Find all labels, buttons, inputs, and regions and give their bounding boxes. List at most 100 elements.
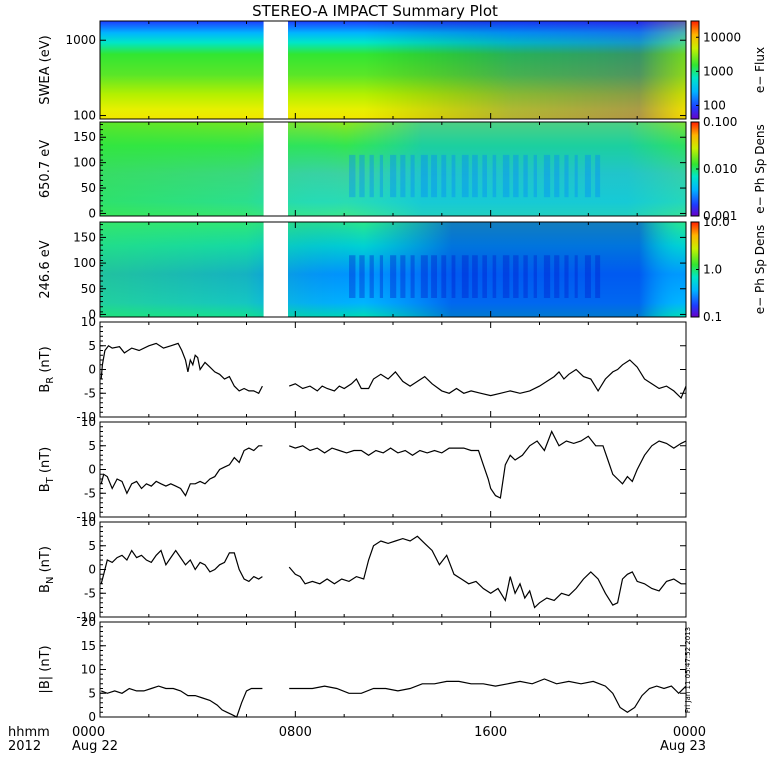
- heatmap-streak: [410, 154, 415, 198]
- colorbar-tick-label: 0.100: [703, 115, 737, 129]
- heatmap-streak: [359, 154, 365, 198]
- y-tick-label: 0: [88, 363, 96, 377]
- panel-frame: [99, 421, 687, 518]
- y-axis-label: BN (nT): [38, 546, 56, 593]
- heatmap-streak: [584, 255, 591, 298]
- trace-segment: [100, 342, 263, 395]
- plot-title: STEREO-A IMPACT Summary Plot: [252, 2, 498, 20]
- y-tick-label: 20: [81, 615, 96, 629]
- colorbar-label: e− Flux: [753, 47, 767, 93]
- y-label-subscript: R: [45, 377, 56, 384]
- panel-frame: [99, 621, 687, 718]
- y-tick-label: 100: [73, 156, 96, 170]
- colorbar-pad246: 0.1 1.0 10.0 e− Ph Sp Dens: [690, 215, 767, 324]
- y-axis-label: |B| (nT): [38, 645, 53, 693]
- heatmap-streak: [482, 255, 487, 298]
- heatmap-streak: [420, 154, 428, 198]
- heatmap-overlay: [100, 222, 686, 317]
- heatmap-streak: [431, 154, 438, 198]
- panel-bt: -10 -5 0 5 10 BT (nT): [38, 415, 687, 524]
- panel-bn: -10 -5 0 5 10 BN (nT): [38, 515, 687, 624]
- y-tick-label: -10: [76, 610, 96, 624]
- heatmap-streak: [482, 154, 487, 198]
- heatmap-streak: [390, 255, 397, 298]
- panel-br: -10 -5 0 5 10 BR (nT): [38, 315, 687, 424]
- timestamp-stamp: Fri Jan 11 05:47:52 2013: [684, 627, 692, 713]
- y-tick-label: 10: [81, 663, 96, 677]
- colorbar-tick-label: 10000: [703, 30, 741, 44]
- y-tick-label: 5: [88, 539, 96, 553]
- y-tick-label: 50: [81, 282, 96, 296]
- y-label-unit: (nT): [38, 447, 53, 477]
- trace-segment: [100, 685, 263, 718]
- data-gap: [263, 221, 289, 318]
- y-tick-label: 1000: [65, 33, 96, 47]
- heatmap-streak: [574, 154, 578, 198]
- x-corner-label-bottom: 2012: [8, 739, 41, 754]
- y-tick-label: 10: [81, 515, 96, 529]
- y-tick-label: -5: [84, 586, 96, 600]
- y-axis-label: SWEA (eV): [38, 35, 53, 104]
- heatmap-streak: [513, 255, 519, 298]
- y-label-symbol: B: [38, 384, 53, 393]
- y-tick-label: -10: [76, 510, 96, 524]
- heatmap-streak: [379, 255, 384, 298]
- y-tick-label: 0: [88, 307, 96, 321]
- heatmap-streak: [349, 154, 356, 198]
- heatmap-streak: [554, 154, 560, 198]
- heatmap-streak: [369, 255, 374, 298]
- x-tick-label: 0000: [72, 725, 105, 740]
- y-label-unit: (nT): [38, 346, 53, 376]
- y-axis-label: BT (nT): [38, 447, 56, 493]
- colorbar-label: e− Ph Sp Dens: [753, 225, 767, 314]
- trace-segment: [288, 535, 686, 609]
- colorbar-tick-label: 0.001: [703, 209, 737, 223]
- y-label-symbol: B: [38, 584, 53, 593]
- x-tick-date-label: Aug 22: [72, 739, 118, 754]
- heatmap-streak: [492, 255, 497, 298]
- colorbar-tick-label: 10.0: [703, 215, 730, 229]
- heatmap-streak: [431, 255, 438, 298]
- trace-segment: [100, 445, 263, 497]
- heatmap-overlay: [100, 122, 686, 216]
- heatmap-streak: [595, 255, 601, 298]
- heatmap-streak: [400, 154, 406, 198]
- colorbar-tick-label: 0.010: [703, 162, 737, 176]
- heatmap-streak: [533, 255, 537, 298]
- data-gap: [263, 20, 289, 120]
- colorbar-tick-label: 0.1: [703, 310, 722, 324]
- heatmap-streak: [451, 255, 456, 298]
- trace-segment: [100, 549, 263, 584]
- heatmap-streak: [441, 255, 447, 298]
- y-tick-label: 10: [81, 315, 96, 329]
- y-axis-label: 246.6 eV: [38, 240, 53, 298]
- heatmap-streak: [523, 154, 528, 198]
- heatmap-streak: [595, 154, 601, 198]
- heatmap-streak: [441, 154, 447, 198]
- y-tick-label: 15: [81, 639, 96, 653]
- panel-pad246: 0.1 1.0 10.0 e− Ph Sp Dens 0 50 100 150 246.6 eV: [38, 215, 767, 324]
- heatmap-streak: [502, 154, 510, 198]
- panel-bmag: 0 5 10 15 20 |B| (nT): [38, 615, 687, 724]
- y-tick-label: -5: [84, 386, 96, 400]
- y-tick-label: -10: [76, 410, 96, 424]
- y-label-symbol: B: [38, 483, 53, 492]
- y-axis-label: 650.7 eV: [38, 140, 53, 198]
- heatmap-streak: [420, 255, 428, 298]
- x-corner-label-top: hhmm: [8, 725, 50, 740]
- heatmap-streak: [513, 154, 519, 198]
- heatmap-streak: [349, 255, 356, 298]
- y-tick-label: 0: [88, 710, 96, 724]
- heatmap-streak: [390, 154, 397, 198]
- trace-segment: [289, 678, 687, 714]
- trace-segment: [288, 430, 687, 499]
- x-tick-date-label: Aug 23: [660, 739, 706, 754]
- heatmap-streak: [400, 255, 406, 298]
- y-label-unit: (nT): [38, 546, 53, 576]
- y-tick-label: 100: [73, 256, 96, 270]
- panel-swea: 100 1000 10000 e− Flux 100 1000 SWEA (eV): [38, 20, 767, 123]
- heatmap-streak: [533, 154, 537, 198]
